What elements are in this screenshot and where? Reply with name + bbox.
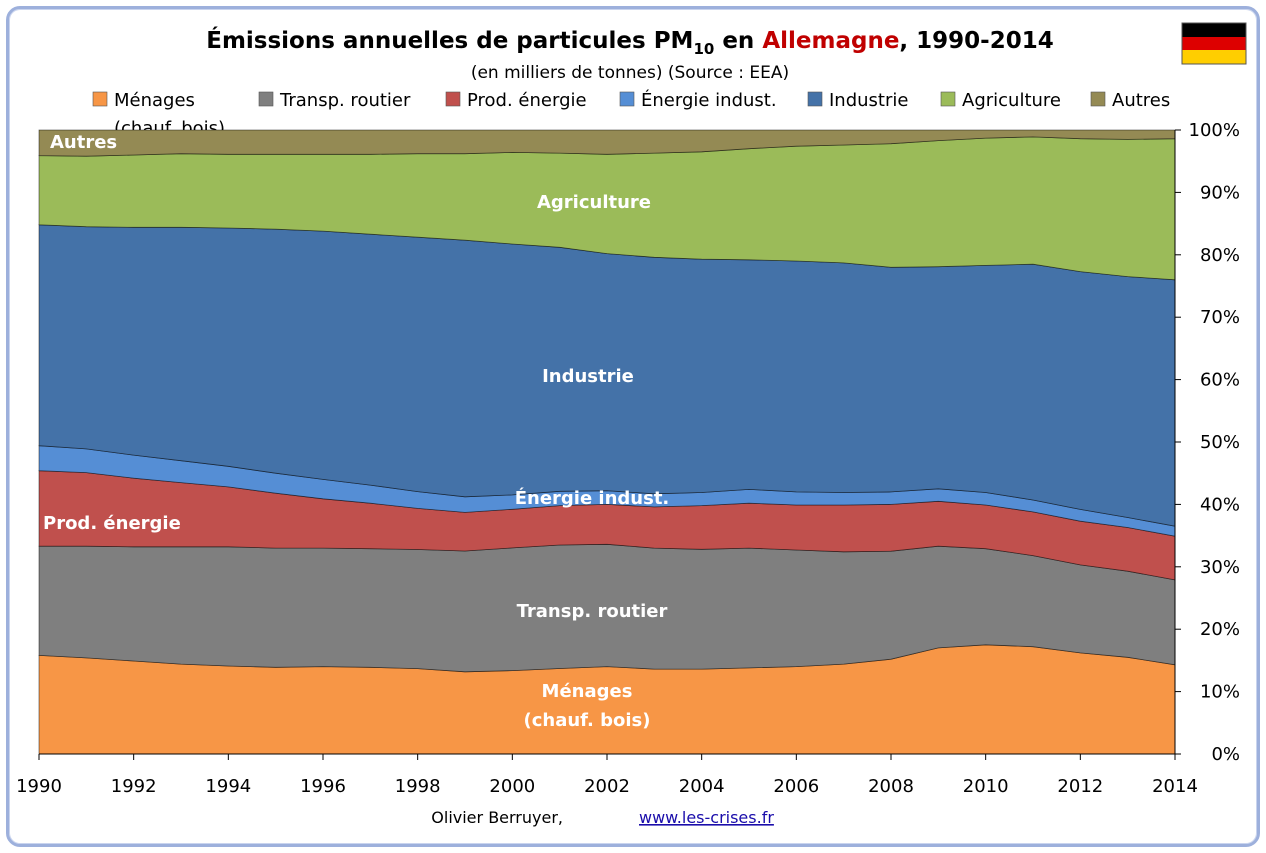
x-tick-label: 1996 [300,776,346,797]
y-tick-label: 10% [1200,682,1240,703]
legend-label-menages-chauf-bois: Ménages [114,90,195,111]
y-tick-label: 20% [1200,619,1240,640]
legend: Ménages(chauf. bois)Transp. routier Prod.… [92,89,1170,139]
title-mid: en [714,28,762,54]
x-tick-label: 2004 [679,776,725,797]
title-prefix: Émissions annuelles de particules PM [206,26,693,54]
title-subscript: 10 [693,40,714,58]
title-suffix: , 1990-2014 [899,28,1053,54]
stacked-areas [38,129,1176,755]
footer-author: Olivier Berruyer, [431,808,563,827]
y-tick-label: 80% [1200,245,1240,266]
legend-swatch-energie-indust [619,91,635,107]
footer-link[interactable]: www.les-crises.fr [639,808,774,827]
y-tick-label: 90% [1200,182,1240,203]
legend-swatch-transp-routier [258,91,274,107]
x-tick-label: 2002 [584,776,630,797]
legend-swatch-menages-chauf-bois [92,91,108,107]
legend-swatch-autres [1090,91,1106,107]
area-label-energie-indust: Énergie indust. [515,487,670,509]
area-label-transp-routier: Transp. routier [517,601,668,622]
area-label-autres: Autres [50,132,117,153]
title-country: Allemagne [762,28,899,54]
chart-subtitle: (en milliers de tonnes) (Source : EEA) [471,63,789,83]
x-tick-label: 2006 [773,776,819,797]
legend-label-prod-energie: Prod. énergie [467,90,587,111]
legend-swatch-agriculture [940,91,956,107]
x-tick-label: 2010 [963,776,1009,797]
chart-title: Émissions annuelles de particules PM10 e… [206,26,1054,58]
x-tick-label: 2008 [868,776,914,797]
legend-label-autres: Autres [1112,90,1170,111]
x-tick-label: 2012 [1057,776,1103,797]
area-labels: Ménages (chauf. bois) Transp. routier Prod.… [43,132,669,731]
area-label-agriculture: Agriculture [537,192,651,213]
x-tick-label: 1998 [395,776,441,797]
legend-swatch-industrie [807,91,823,107]
legend-swatch-prod-energie [445,91,461,107]
legend-label-energie-indust: Énergie indust. [641,89,777,111]
area-label-industrie: Industrie [542,366,634,387]
legend-label-transp-routier: Transp. routier [279,90,411,111]
x-tick-label: 1992 [111,776,157,797]
area-label-prod-energie: Prod. énergie [43,513,181,534]
y-tick-label: 30% [1200,557,1240,578]
x-tick-label: 1990 [16,776,62,797]
legend-label-agriculture: Agriculture [962,90,1061,111]
area-label-menages: Ménages [542,681,633,702]
legend-label-industrie: Industrie [829,90,908,111]
x-tick-label: 1994 [205,776,251,797]
y-tick-label: 60% [1200,370,1240,391]
y-tick-label: 100% [1189,120,1240,141]
area-label-chauf-bois: (chauf. bois) [524,710,651,731]
y-tick-label: 0% [1211,744,1240,765]
y-tick-label: 70% [1200,307,1240,328]
y-tick-label: 50% [1200,432,1240,453]
germany-flag-icon [1181,22,1247,65]
y-tick-label: 40% [1200,494,1240,515]
x-tick-label: 2014 [1152,776,1198,797]
x-tick-label: 2000 [489,776,535,797]
axes: 1990 1992 1994 1996 1998 2000 2002 2004 2006 2008… [16,120,1240,797]
